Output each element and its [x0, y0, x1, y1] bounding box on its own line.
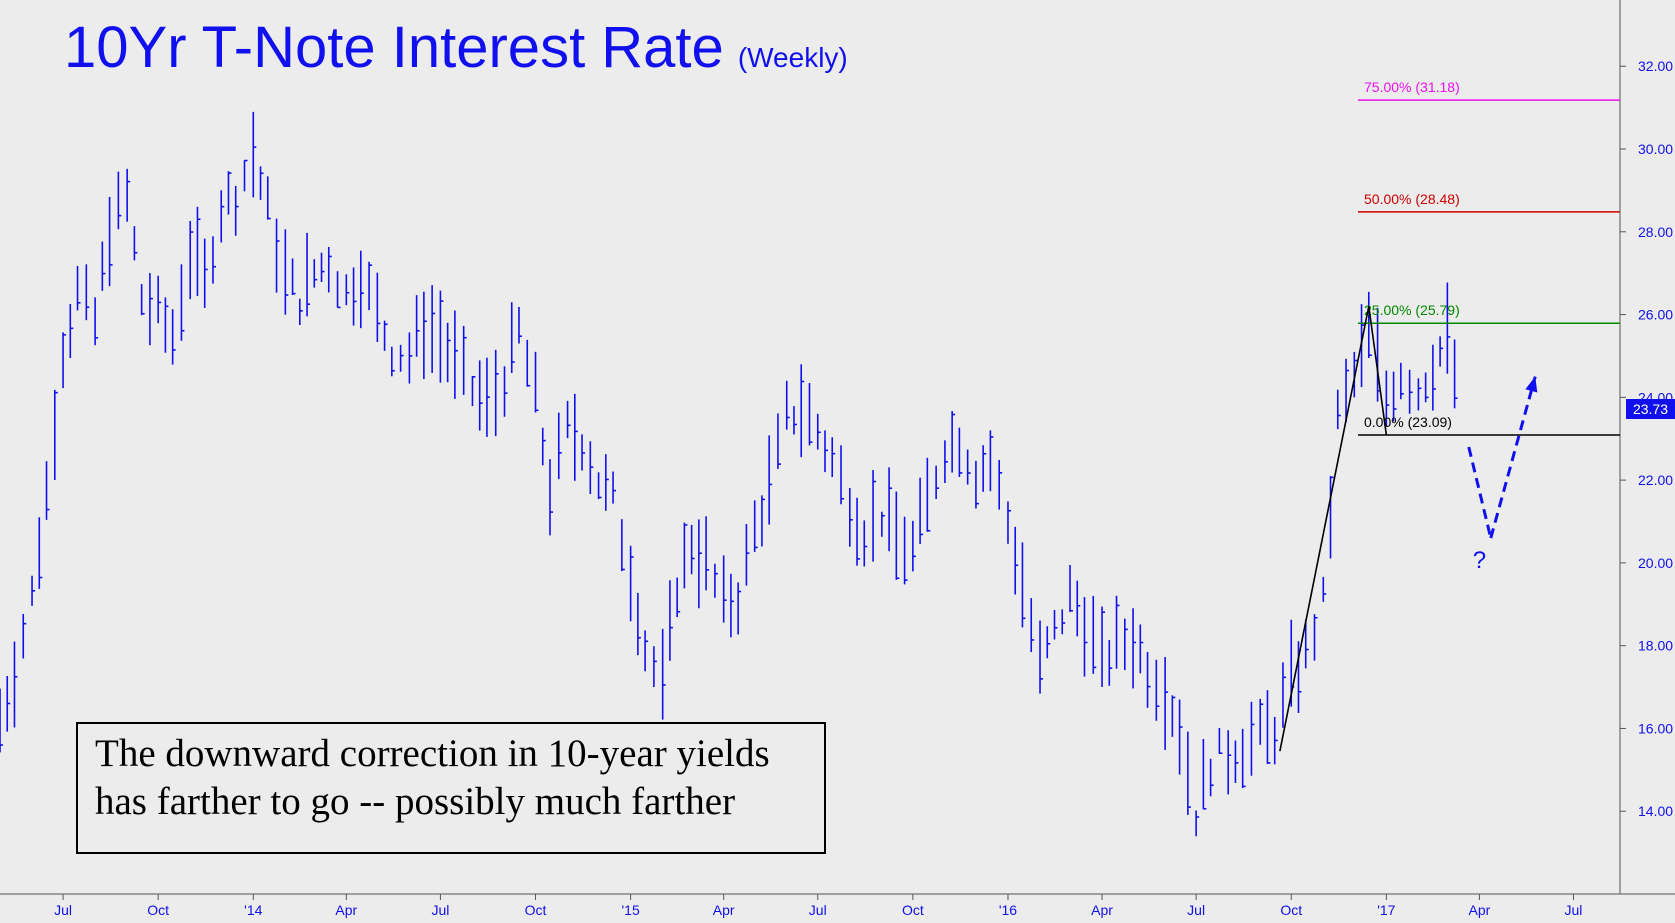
- x-tick-label: Apr: [335, 902, 357, 918]
- chart-subtitle: (Weekly): [737, 42, 848, 73]
- annotation-line-2: has farther to go -- possibly much farth…: [95, 780, 736, 823]
- y-tick-label: 32.00: [1638, 58, 1673, 74]
- fib-level-label: 25.00% (25.79): [1364, 302, 1460, 318]
- y-tick-label: 20.00: [1638, 555, 1673, 571]
- annotation-line-1: The downward correction in 10-year yield…: [95, 732, 770, 775]
- y-tick-label: 18.00: [1638, 638, 1673, 654]
- x-tick-label: Jul: [1187, 902, 1205, 918]
- x-tick-label: Oct: [525, 902, 547, 918]
- forecast-arrow-head: [1525, 376, 1538, 393]
- y-tick-label: 26.00: [1638, 307, 1673, 323]
- x-tick-label: Oct: [902, 902, 924, 918]
- fib-level-label: 75.00% (31.18): [1364, 79, 1460, 95]
- x-tick-label: Jul: [54, 902, 72, 918]
- chart-title-block: 10Yr T-Note Interest Rate (Weekly): [64, 14, 848, 81]
- x-tick-label: Jul: [431, 902, 449, 918]
- abc-pattern-line: [1279, 306, 1388, 752]
- fib-level-label: 50.00% (28.48): [1364, 191, 1460, 207]
- forecast-arrow-line: [1489, 376, 1537, 539]
- x-tick-label: '17: [1377, 902, 1395, 918]
- x-tick-label: Apr: [1091, 902, 1113, 918]
- y-tick-label: 28.00: [1638, 224, 1673, 240]
- x-tick-label: Oct: [1280, 902, 1302, 918]
- chart-title: 10Yr T-Note Interest Rate: [64, 15, 724, 80]
- x-tick-label: Jul: [809, 902, 827, 918]
- fibonacci-levels: 75.00% (31.18) 50.00% (28.48) 25.00% (25.7…: [1358, 79, 1620, 436]
- forecast-question-mark: ?: [1473, 547, 1486, 574]
- x-tick-label: '14: [244, 902, 262, 918]
- x-tick-label: '15: [622, 902, 640, 918]
- forecast-descent-line: [1467, 446, 1493, 539]
- pattern-lines: [1279, 306, 1388, 752]
- price-bars: [0, 111, 1458, 837]
- x-tick-label: '16: [999, 902, 1017, 918]
- forecast-path: ?: [1467, 376, 1538, 574]
- x-tick-label: Oct: [147, 902, 169, 918]
- x-tick-label: Jul: [1565, 902, 1583, 918]
- y-tick-label: 30.00: [1638, 141, 1673, 157]
- annotation-box: The downward correction in 10-year yield…: [76, 722, 826, 854]
- fib-level-label: 0.00% (23.09): [1364, 414, 1452, 430]
- x-tick-label: Apr: [713, 902, 735, 918]
- y-tick-label: 22.00: [1638, 472, 1673, 488]
- x-tick-label: Apr: [1469, 902, 1491, 918]
- y-tick-label: 14.00: [1638, 803, 1673, 819]
- last-price-tag: 23.73: [1626, 398, 1675, 419]
- y-tick-label: 16.00: [1638, 720, 1673, 736]
